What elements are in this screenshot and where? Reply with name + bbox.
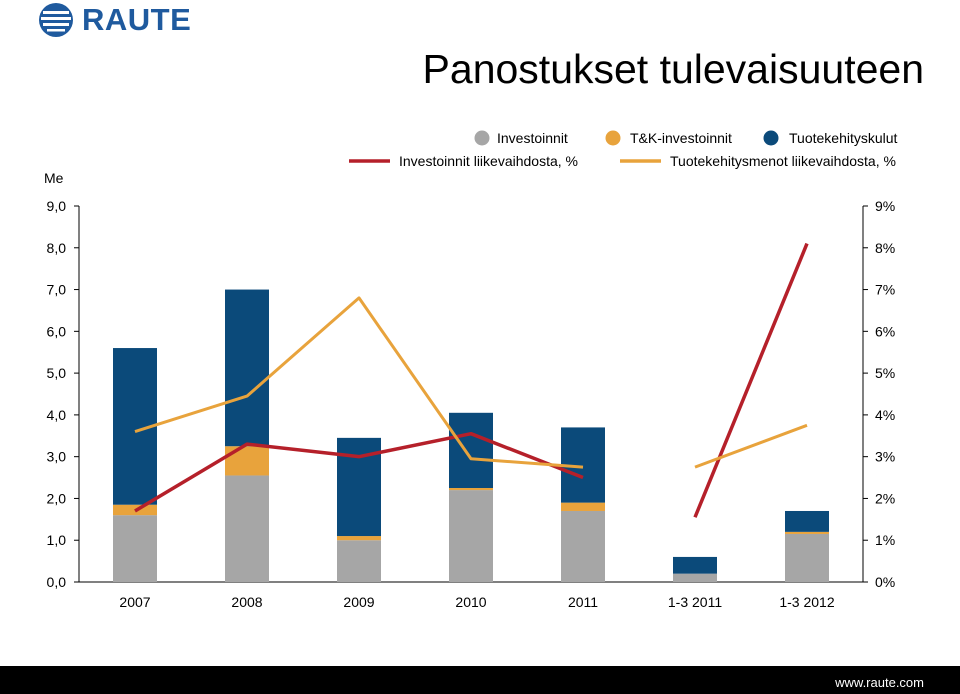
legend-label: Tuotekehitysmenot liikevaihdosta, %: [670, 153, 896, 169]
y-right-tick-label: 5%: [875, 365, 895, 381]
bar-segment: [449, 412, 493, 488]
chart: 0,0 1,0 2,0 3,0 4,0 5,0 6,0 7,0 8,0 9,0 0% 1% 2% 3% 4%…: [44, 130, 898, 610]
y-left-tick-label: 8,0: [47, 240, 67, 256]
legend-marker: [474, 130, 490, 146]
bar-segment: [337, 540, 381, 582]
bar-segment: [113, 515, 157, 582]
y-left-axis-label: Me: [44, 170, 64, 186]
x-tick-label: 2011: [568, 594, 598, 610]
bar-segment: [449, 488, 493, 491]
bar-segment: [673, 556, 717, 574]
bar-segment: [561, 510, 605, 582]
y-right-tick-label: 7%: [875, 282, 895, 298]
x-tick-label: 2009: [343, 594, 374, 610]
y-left-tick-label: 7,0: [47, 282, 67, 298]
series-line: [134, 296, 584, 469]
y-left-tick-label: 3,0: [47, 449, 67, 465]
y-left-tick-label: 2,0: [47, 490, 67, 506]
y-right-tick-label: 4%: [875, 407, 895, 423]
bar-segment: [225, 446, 269, 476]
x-tick-label: 2008: [231, 594, 262, 610]
bar-segment: [561, 502, 605, 511]
bar-segment: [785, 531, 829, 534]
y-left-tick-label: 0,0: [47, 574, 67, 590]
bar-segment: [225, 475, 269, 582]
y-left-tick-label: 4,0: [47, 407, 67, 423]
legend-label: Investoinnit: [497, 130, 568, 146]
raute-logo-text: RAUTE: [82, 2, 192, 37]
y-left-tick-label: 1,0: [47, 532, 67, 548]
x-tick-label: 2007: [119, 594, 150, 610]
bar-segment: [449, 490, 493, 582]
legend-marker: [605, 130, 621, 146]
bar-segment: [785, 533, 829, 582]
legend-label: Tuotekehityskulut: [789, 130, 898, 146]
y-left-tick-label: 9,0: [47, 198, 67, 214]
bar-segment: [337, 536, 381, 541]
y-left-tick-label: 5,0: [47, 365, 67, 381]
y-right-tick-label: 9%: [875, 198, 895, 214]
y-right-tick-label: 3%: [875, 449, 895, 465]
y-right-tick-label: 1%: [875, 532, 895, 548]
footer-bar: www.raute.com: [0, 666, 960, 694]
x-tick-label: 1-3 2012: [779, 594, 834, 610]
bar-segment: [225, 289, 269, 447]
bar-segment: [785, 510, 829, 532]
raute-logo-icon: [39, 3, 73, 37]
y-right-tick-label: 2%: [875, 490, 895, 506]
y-left-tick-label: 6,0: [47, 323, 67, 339]
y-right-tick-label: 8%: [875, 240, 895, 256]
y-right-tick-label: 0%: [875, 574, 895, 590]
series-line: [693, 242, 809, 518]
legend-label: Investoinnit liikevaihdosta, %: [399, 153, 578, 169]
y-right-tick-label: 6%: [875, 323, 895, 339]
bar-segment: [673, 573, 717, 582]
footer-url: www.raute.com: [835, 675, 924, 690]
legend-marker: [763, 130, 779, 146]
series-line: [694, 423, 808, 469]
legend-label: T&K-investoinnit: [630, 130, 732, 146]
page-title: Panostukset tulevaisuuteen: [422, 46, 924, 92]
series-line: [134, 431, 584, 513]
x-tick-label: 1-3 2011: [668, 594, 722, 610]
raute-logo: RAUTE: [38, 2, 191, 38]
x-tick-label: 2010: [455, 594, 486, 610]
